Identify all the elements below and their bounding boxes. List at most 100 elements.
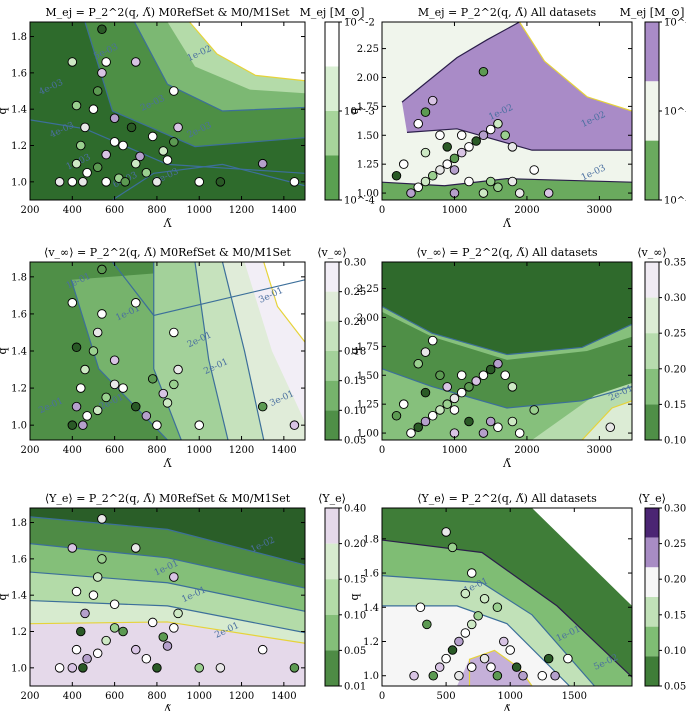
data-point: [449, 405, 460, 415]
data-point: [80, 608, 90, 619]
data-point: [289, 420, 300, 430]
data-point: [406, 428, 416, 438]
x-axis-label: Λ̃: [163, 703, 173, 711]
colorbar-tick-label: 0.15: [664, 610, 686, 621]
data-point: [478, 188, 489, 198]
colorbar-band: [645, 368, 659, 405]
data-point: [518, 670, 528, 681]
data-point: [435, 165, 445, 175]
data-point: [473, 611, 483, 621]
data-point: [71, 401, 82, 412]
contour-line: [401, 22, 520, 103]
data-point: [88, 590, 99, 600]
colorbar-band: [645, 567, 659, 597]
data-point: [493, 182, 503, 193]
contour-line: [194, 262, 229, 440]
x-axis-label: Λ̃: [163, 457, 173, 470]
x-tick-label: 1000: [187, 205, 212, 216]
y-axis-label: q: [0, 593, 9, 600]
contour-line: [581, 400, 632, 440]
data-point: [493, 358, 503, 369]
x-tick-label: 0: [379, 445, 385, 456]
contour-line: [30, 621, 305, 644]
y-tick-label: 1.2: [11, 627, 27, 638]
x-tick-label: 200: [20, 691, 39, 702]
data-point: [449, 153, 460, 164]
y-tick-label: 1.8: [11, 32, 27, 43]
data-point: [80, 364, 90, 375]
y-axis-label: q: [348, 593, 361, 600]
data-point: [82, 654, 92, 664]
data-point: [152, 663, 162, 673]
data-point: [427, 335, 438, 346]
data-point: [126, 122, 137, 133]
x-tick-label: 1200: [229, 445, 254, 456]
axes-frame: [381, 21, 633, 201]
colorbar-label: ⟨Y_e⟩: [318, 492, 346, 505]
data-point: [422, 619, 432, 630]
colorbar-band: [325, 410, 339, 440]
colorbar-tick-label: 0.10: [344, 610, 366, 621]
data-point: [101, 177, 111, 187]
y-tick-label: 1.4: [11, 347, 27, 358]
data-point: [80, 122, 90, 133]
plot-area: 2e-01: [382, 262, 632, 440]
y-tick-label: 1.50: [357, 371, 379, 382]
data-point: [141, 168, 152, 178]
data-point: [428, 670, 439, 681]
y-tick-label: 1.00: [357, 429, 379, 440]
x-tick-label: 500: [437, 691, 456, 702]
data-point: [427, 95, 438, 106]
data-point: [97, 24, 107, 35]
data-point: [173, 122, 183, 133]
colorbar-tick-label: 0.25: [344, 287, 366, 298]
data-point: [101, 149, 111, 160]
data-point: [97, 554, 107, 564]
contour-line: [30, 516, 305, 566]
data-point: [486, 662, 496, 672]
y-tick-label: 2.25: [357, 284, 379, 295]
data-point: [391, 410, 402, 421]
data-point: [194, 177, 204, 187]
data-point: [420, 416, 431, 427]
data-point: [456, 387, 467, 398]
data-point: [109, 355, 120, 366]
colorbar-tick-label: 0.01: [344, 682, 366, 693]
chart-title: ⟨v_∞⟩ = P_2^2(q, Λ̃) M0RefSet & M0/M1Set: [44, 246, 291, 259]
y-tick-label: 1.6: [11, 554, 27, 565]
x-tick-label: 400: [63, 691, 82, 702]
contour-region: [30, 516, 305, 589]
data-point: [152, 177, 162, 187]
x-tick-label: 800: [147, 691, 166, 702]
data-point: [543, 188, 554, 198]
colorbar-tick-label: 10^-4: [664, 196, 686, 207]
colorbar-band: [645, 508, 659, 538]
data-point: [442, 142, 452, 152]
data-point: [485, 364, 496, 375]
data-point: [118, 626, 128, 637]
data-point: [194, 663, 204, 673]
data-point: [466, 662, 477, 672]
x-tick-label: 600: [105, 691, 124, 702]
data-point: [478, 130, 489, 141]
x-tick-label: 1400: [271, 445, 296, 456]
y-tick-label: 1.4: [363, 603, 379, 614]
y-tick-label: 1.6: [11, 68, 27, 79]
contour-region: [382, 262, 632, 355]
data-point: [442, 382, 452, 392]
data-point: [173, 608, 183, 619]
data-point: [479, 593, 490, 604]
y-tick-label: 1.2: [11, 384, 27, 395]
x-tick-label: 2000: [514, 205, 539, 216]
colorbar-tick-label: 0.20: [344, 317, 366, 328]
panel-4: 2e-01 0 1000 2000 3000 1.00 1.25 1.50 1.75 2.00 2.…: [348, 246, 686, 470]
contour-line: [382, 368, 632, 409]
colorbar-tick-label: 0.05: [664, 682, 686, 693]
data-point: [141, 411, 152, 421]
data-point: [420, 107, 431, 117]
y-tick-label: 1.4: [11, 591, 27, 602]
data-point: [427, 170, 438, 181]
y-tick-label: 1.2: [363, 637, 379, 648]
